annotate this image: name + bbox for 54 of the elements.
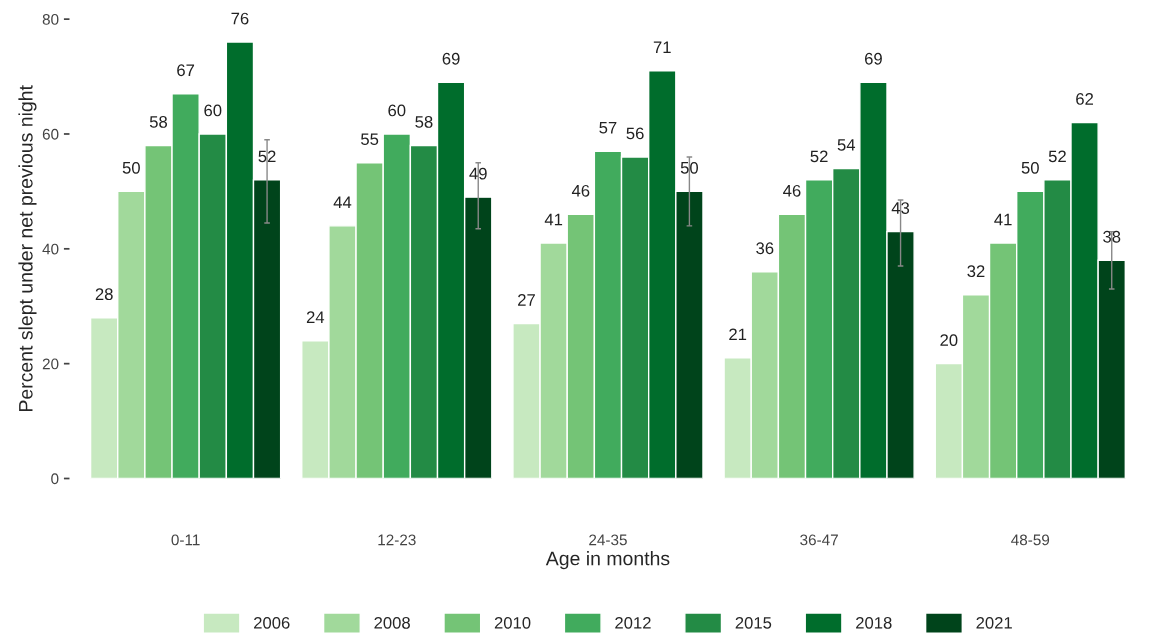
data-label: 28 (95, 288, 113, 301)
data-label: 20 (940, 334, 958, 347)
x-axis-title: Age in months (545, 551, 670, 570)
data-label: 46 (783, 184, 801, 197)
legend-label: 2006 (254, 616, 290, 629)
data-label: 52 (810, 150, 828, 163)
legend-label: 2010 (494, 616, 531, 629)
data-label: 24 (306, 311, 325, 323)
data-label: 56 (626, 127, 644, 140)
x-tick-label: 24-35 (589, 534, 627, 546)
data-label: 52 (258, 150, 276, 163)
data-label: 69 (864, 52, 882, 65)
x-tick-label: 0-11 (171, 534, 200, 546)
data-label: 67 (177, 64, 195, 77)
data-label: 41 (994, 213, 1012, 226)
data-label: 60 (388, 104, 406, 117)
data-label: 36 (756, 242, 774, 255)
data-label: 71 (653, 41, 671, 53)
y-tick-label: 20 (42, 358, 59, 370)
legend-label: 2012 (615, 616, 651, 629)
data-label: 60 (204, 104, 222, 117)
data-label: 55 (361, 133, 379, 146)
data-label: 69 (442, 52, 460, 65)
y-tick-label: 0 (51, 473, 59, 485)
data-label: 38 (1103, 230, 1121, 243)
x-tick-label: 36-47 (800, 534, 838, 546)
data-label: 50 (1021, 161, 1039, 174)
data-label: 49 (469, 167, 487, 180)
data-label: 21 (729, 328, 747, 341)
data-label: 44 (333, 196, 352, 209)
data-label: 32 (967, 265, 985, 278)
y-tick-label: 60 (42, 128, 59, 140)
y-tick-label: 40 (42, 243, 59, 255)
data-label: 50 (122, 161, 140, 174)
data-label: 46 (571, 184, 590, 197)
data-label: 58 (149, 116, 168, 128)
data-label: 76 (231, 12, 249, 25)
data-label: 27 (518, 294, 535, 306)
data-label: 57 (599, 121, 617, 134)
data-label: 50 (680, 161, 699, 174)
legend-label: 2018 (856, 616, 892, 629)
data-label: 58 (415, 116, 433, 128)
y-tick-label: 80 (42, 14, 59, 25)
data-label: 54 (837, 139, 856, 151)
data-label: 43 (891, 202, 910, 214)
data-label: 52 (1048, 150, 1066, 163)
legend-label: 2008 (374, 616, 410, 629)
y-axis-title: Percent slept under net previous night (18, 85, 37, 411)
x-tick-label: 12-23 (378, 534, 416, 546)
data-label: 41 (544, 213, 563, 226)
legend-label: 2021 (976, 616, 1012, 629)
legend-label: 2015 (735, 616, 772, 629)
x-tick-label: 48-59 (1011, 534, 1050, 546)
data-label: 62 (1076, 93, 1094, 105)
